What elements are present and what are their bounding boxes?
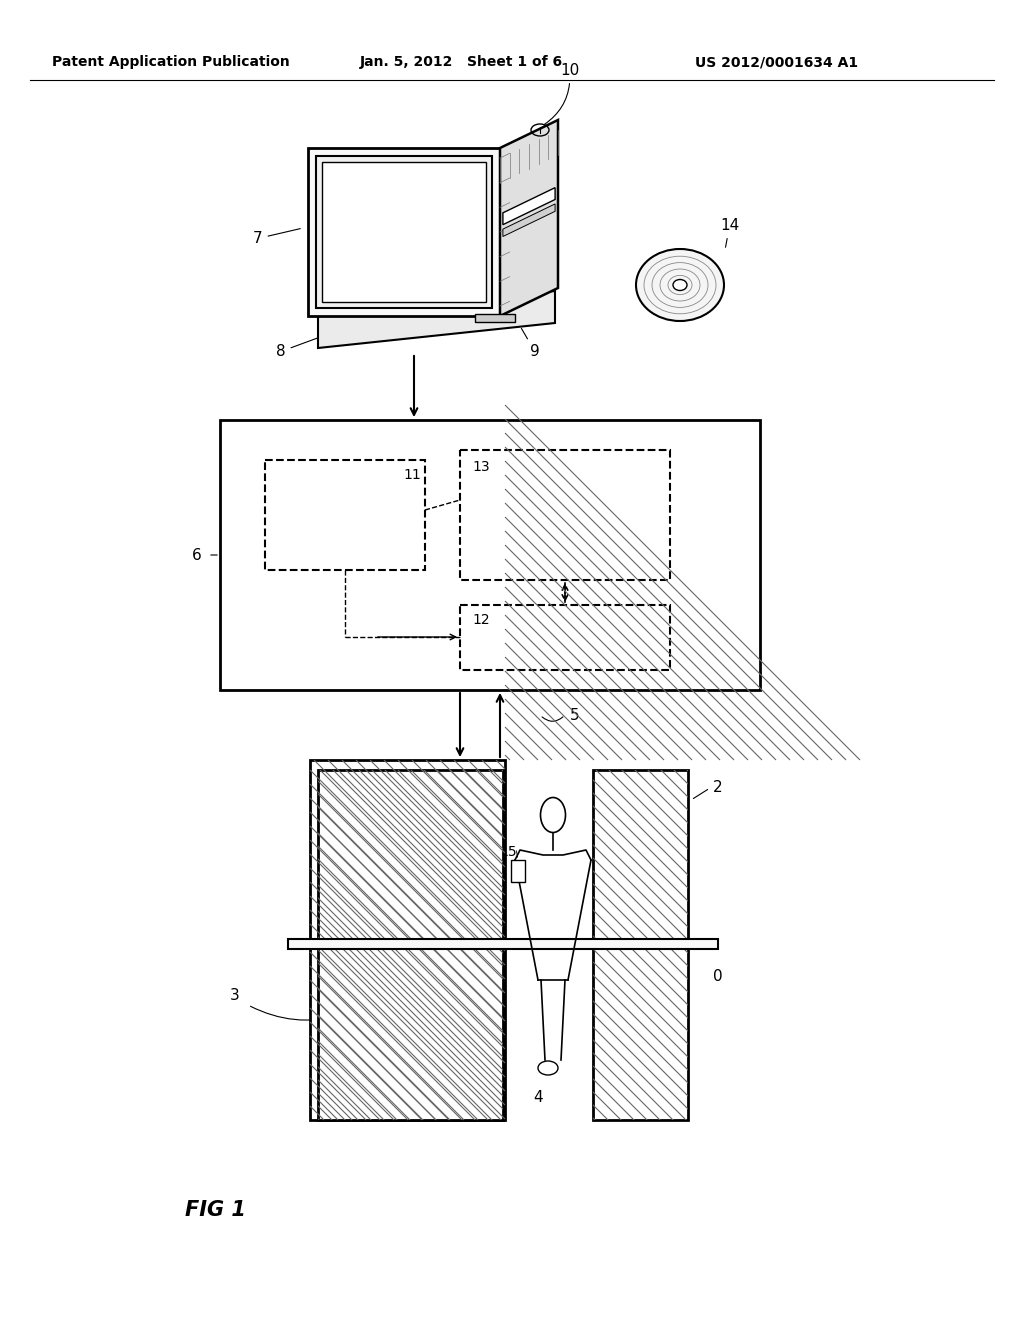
Bar (475, 314, 515, 322)
Polygon shape (500, 120, 558, 315)
Bar (308, 148, 500, 315)
Bar (460, 450, 670, 579)
Text: US 2012/0001634 A1: US 2012/0001634 A1 (695, 55, 858, 69)
Polygon shape (503, 203, 555, 236)
Text: 4: 4 (534, 1090, 543, 1105)
Text: 10: 10 (545, 63, 580, 124)
Ellipse shape (673, 280, 687, 290)
Ellipse shape (636, 249, 724, 321)
Bar (316, 156, 492, 308)
Text: FIG 1: FIG 1 (185, 1200, 246, 1220)
Text: 5: 5 (570, 708, 580, 722)
Bar (265, 459, 425, 570)
Text: 15: 15 (499, 845, 517, 859)
Text: 7: 7 (253, 228, 300, 246)
Text: 13: 13 (472, 459, 489, 474)
Text: 2: 2 (713, 780, 723, 795)
Text: 0: 0 (713, 969, 723, 983)
Bar (310, 760, 505, 1119)
Polygon shape (318, 290, 555, 348)
Bar (511, 861, 525, 882)
Text: 8: 8 (276, 337, 321, 359)
Bar (220, 420, 760, 690)
Bar (593, 770, 688, 1119)
Bar (318, 770, 503, 1119)
Polygon shape (503, 187, 555, 224)
Text: 14: 14 (720, 218, 739, 247)
Text: 6: 6 (193, 548, 202, 562)
Bar (288, 939, 718, 949)
Text: 3: 3 (230, 987, 240, 1002)
Text: 12: 12 (472, 612, 489, 627)
Text: 9: 9 (521, 329, 540, 359)
Bar (322, 162, 486, 302)
Bar (460, 605, 670, 671)
Text: Jan. 5, 2012   Sheet 1 of 6: Jan. 5, 2012 Sheet 1 of 6 (360, 55, 563, 69)
Text: Patent Application Publication: Patent Application Publication (52, 55, 290, 69)
Text: 11: 11 (403, 469, 421, 482)
